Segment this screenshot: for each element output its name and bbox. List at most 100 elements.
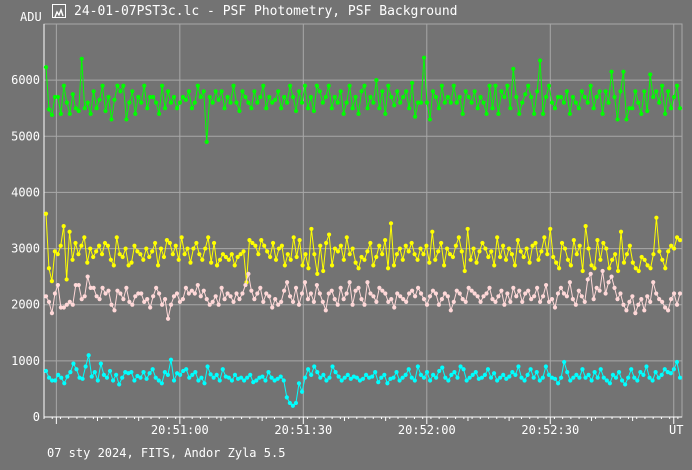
data-point [56, 372, 61, 377]
data-point [362, 302, 367, 307]
data-point [139, 291, 144, 296]
data-point [59, 375, 64, 380]
x-axis-label: UT [669, 423, 683, 437]
data-point [120, 375, 125, 380]
data-point [365, 249, 370, 254]
data-point [630, 260, 635, 265]
y-tick-label: 1000 [11, 354, 40, 368]
data-point [276, 246, 282, 251]
data-point [219, 89, 224, 94]
data-point [248, 372, 253, 377]
data-point [543, 94, 549, 100]
data-point [288, 257, 293, 262]
data-point [552, 106, 558, 111]
data-point [501, 372, 506, 377]
data-point [404, 89, 409, 94]
data-point [567, 111, 572, 116]
data-point [571, 375, 576, 380]
data-point [189, 288, 194, 293]
data-point [326, 83, 331, 88]
data-point [297, 238, 302, 243]
data-point [315, 271, 320, 276]
data-point [70, 92, 75, 97]
data-point [308, 291, 314, 296]
data-point [267, 294, 272, 299]
data-point [589, 263, 594, 268]
data-point [62, 381, 67, 386]
data-point [309, 372, 314, 377]
data-point [636, 100, 641, 105]
data-point [326, 232, 332, 237]
data-point [95, 378, 100, 383]
data-point [382, 372, 387, 377]
data-point [424, 100, 430, 105]
data-point [507, 374, 512, 379]
data-point [374, 78, 379, 83]
data-point [490, 106, 495, 111]
data-point [217, 257, 223, 262]
data-point [67, 111, 72, 116]
data-point [268, 254, 273, 260]
data-point [329, 263, 335, 268]
data-point [395, 89, 400, 94]
data-point [320, 299, 325, 305]
data-point [70, 257, 75, 262]
data-point [475, 294, 480, 299]
data-point [493, 299, 498, 305]
data-point [663, 266, 668, 271]
data-point [141, 369, 146, 375]
data-point [92, 369, 97, 375]
y-tick-label: 3000 [11, 242, 40, 256]
data-point [317, 89, 322, 94]
data-point [339, 378, 344, 383]
data-point [436, 302, 441, 307]
data-point [632, 375, 637, 380]
data-point [427, 260, 432, 265]
data-point [536, 257, 541, 262]
data-point [467, 375, 472, 380]
data-point [213, 294, 218, 299]
data-point [624, 117, 629, 122]
data-point [660, 299, 665, 305]
data-point [246, 100, 251, 105]
data-point [333, 369, 338, 375]
data-point [285, 100, 290, 105]
data-point [452, 369, 457, 375]
data-point [96, 243, 102, 248]
data-point [64, 302, 69, 307]
data-point [156, 378, 161, 383]
data-point [619, 378, 625, 383]
data-point [526, 288, 531, 293]
data-point [532, 111, 537, 116]
data-point [314, 282, 319, 288]
data-point [209, 260, 214, 265]
data-point [73, 282, 78, 288]
data-point [546, 299, 552, 305]
data-point [496, 294, 501, 299]
data-point [591, 297, 596, 302]
data-point [427, 117, 433, 122]
data-point [279, 299, 284, 305]
data-point [657, 297, 662, 302]
data-point [148, 305, 153, 310]
data-point [306, 266, 311, 271]
data-point [353, 260, 358, 265]
data-series [43, 55, 683, 408]
data-point [178, 372, 183, 377]
data-point [433, 257, 438, 262]
data-point [135, 249, 140, 254]
data-point [46, 107, 52, 112]
data-point [264, 291, 269, 296]
data-point [205, 364, 210, 369]
data-point [609, 274, 614, 279]
window-title: 24-01-07PST3c.lc - PSF Photometry, PSF B… [74, 4, 458, 19]
data-point [660, 257, 665, 262]
data-point [610, 372, 616, 377]
data-point [499, 89, 504, 94]
data-point [612, 285, 617, 290]
data-point [451, 83, 456, 88]
data-point [383, 291, 388, 296]
data-point [217, 378, 222, 383]
data-point [388, 221, 394, 226]
